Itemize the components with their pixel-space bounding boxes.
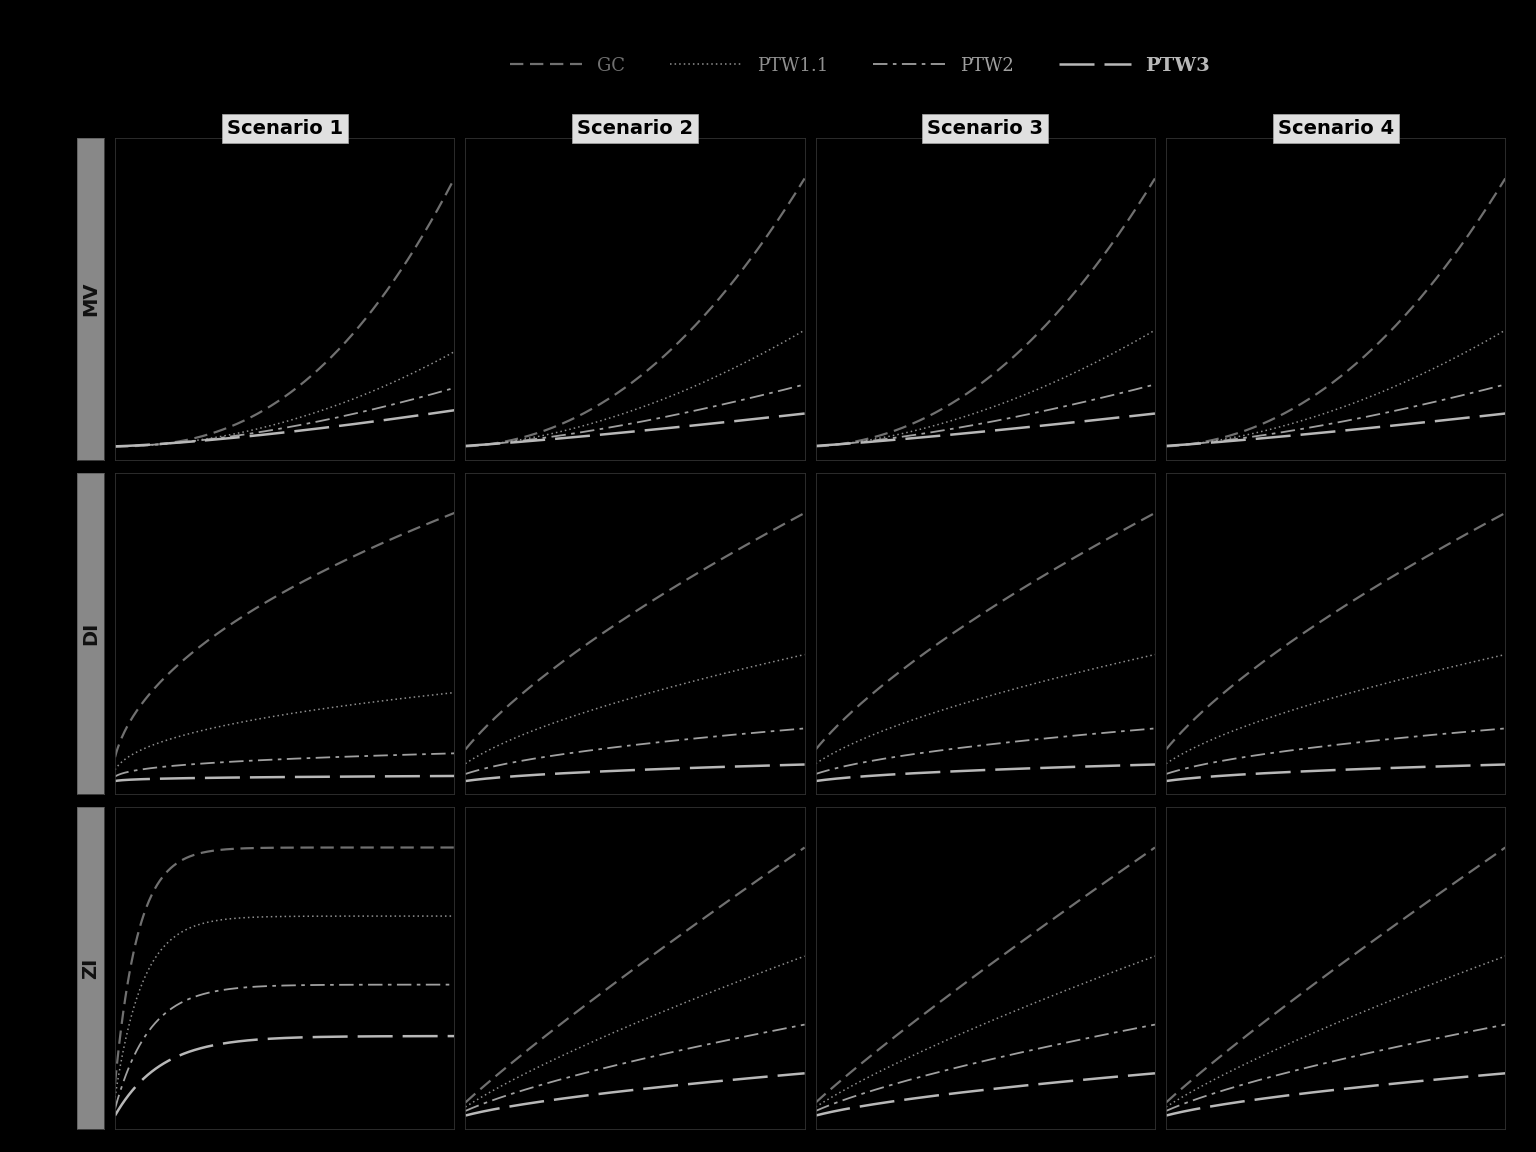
Legend: GC, PTW1.1, PTW2, PTW3: GC, PTW1.1, PTW2, PTW3: [502, 50, 1218, 82]
Text: MV: MV: [81, 282, 100, 317]
Text: DI: DI: [81, 622, 100, 645]
Title: Scenario 3: Scenario 3: [928, 119, 1043, 138]
Title: Scenario 1: Scenario 1: [227, 119, 343, 138]
Text: ZI: ZI: [81, 957, 100, 979]
Title: Scenario 4: Scenario 4: [1278, 119, 1393, 138]
Title: Scenario 2: Scenario 2: [578, 119, 693, 138]
